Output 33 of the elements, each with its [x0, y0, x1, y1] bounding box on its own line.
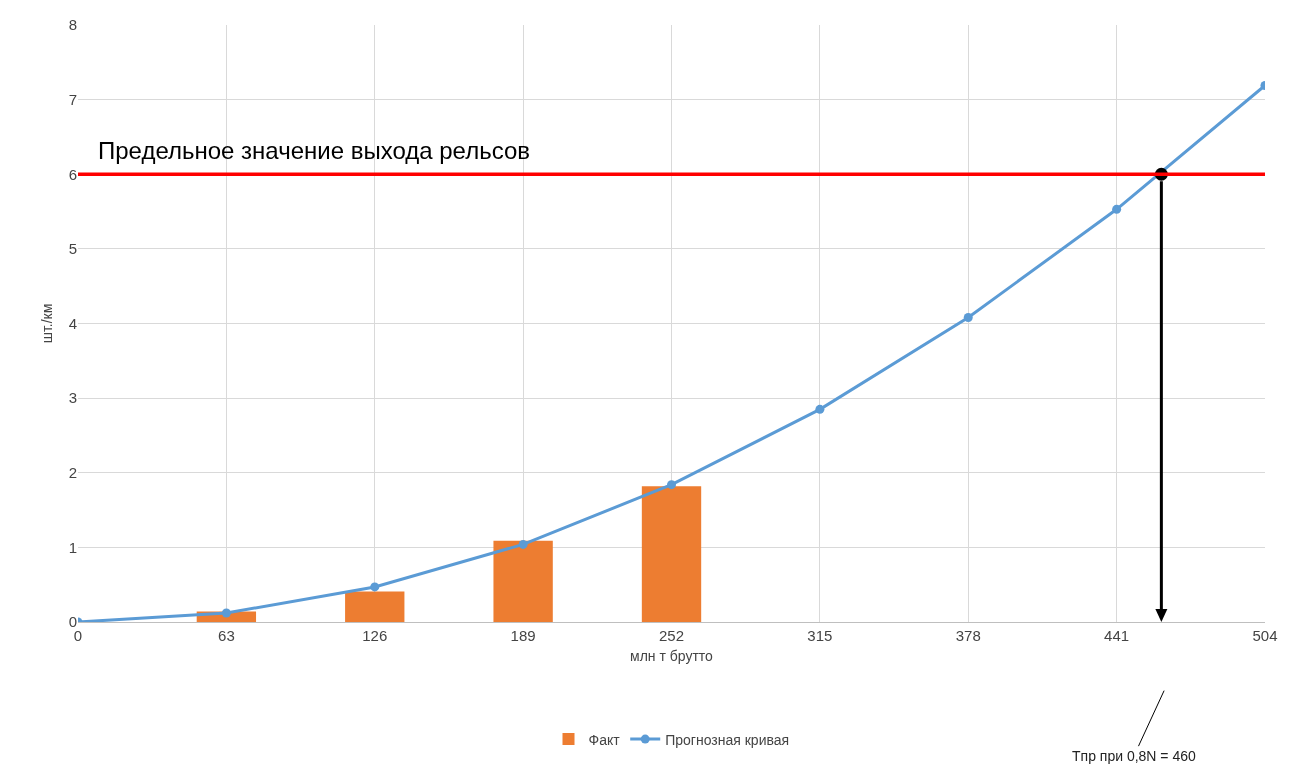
point: [963, 313, 973, 323]
y-tick-label: 2: [68, 464, 77, 481]
point: [667, 480, 676, 490]
point: [518, 539, 528, 549]
x-tick-label: 441: [1104, 627, 1130, 644]
x-tick-label: 504: [1252, 627, 1278, 644]
point: [815, 404, 825, 414]
x-tick-label: 315: [807, 627, 833, 644]
x-tick-label: 189: [510, 627, 536, 644]
point: [370, 582, 380, 592]
ref-line-label: Предельное значение выхода рельсов: [98, 137, 531, 164]
y-axis-title: шт./км: [39, 303, 56, 344]
legend-label: Прогнозная кривая: [665, 731, 790, 748]
y-tick-label: 8: [68, 16, 77, 34]
y-tick-label: 3: [68, 389, 77, 407]
bar: [493, 540, 553, 622]
y-tick-label: 0: [68, 613, 77, 631]
point: [221, 608, 231, 618]
x-tick-label: 378: [955, 627, 981, 644]
x-tick-label: 252: [658, 627, 685, 644]
bar: [641, 486, 702, 622]
x-tick-label: 126: [362, 627, 388, 644]
bar: [345, 591, 405, 622]
y-tick-label: 7: [68, 90, 77, 108]
point: [1112, 204, 1122, 214]
y-tick-label: 1: [68, 538, 77, 556]
legend-label: Факт: [588, 731, 621, 748]
x-axis-title: млн т брутто: [630, 648, 714, 665]
y-tick-label: 4: [68, 314, 77, 332]
x-tick-label: 63: [218, 627, 235, 644]
text: Tпр при 0,8N = 460: [1072, 748, 1196, 764]
y-tick-label: 5: [68, 240, 77, 258]
y-tick-label: 6: [68, 165, 77, 183]
